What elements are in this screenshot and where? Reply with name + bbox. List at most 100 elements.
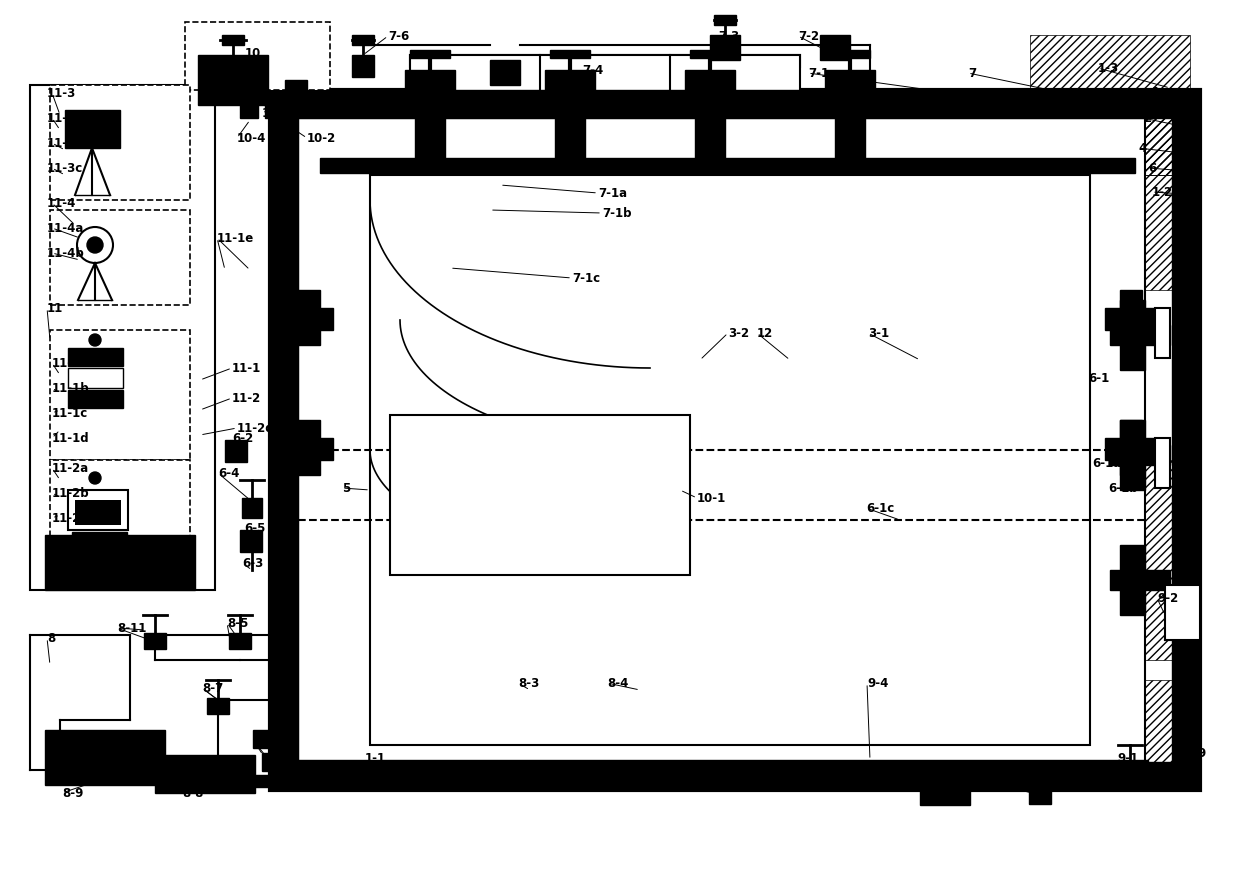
- Text: 9-1: 9-1: [1118, 752, 1139, 764]
- Bar: [690, 50, 730, 58]
- Bar: [914, 760, 929, 770]
- Bar: [695, 760, 709, 770]
- Text: 11-4b: 11-4b: [47, 246, 84, 260]
- Bar: [335, 760, 349, 770]
- Bar: [955, 760, 969, 770]
- Text: 6-1: 6-1: [1088, 372, 1109, 384]
- Circle shape: [89, 334, 102, 346]
- Bar: [45, 730, 165, 785]
- Bar: [270, 762, 1201, 790]
- Bar: [830, 50, 870, 58]
- Bar: [299, 118, 1145, 762]
- Text: 6-6: 6-6: [57, 537, 78, 549]
- Text: 11-3c: 11-3c: [47, 161, 83, 175]
- Text: 1: 1: [1152, 85, 1160, 99]
- Bar: [299, 760, 1149, 778]
- Text: 7-1c: 7-1c: [572, 271, 600, 285]
- Bar: [714, 15, 736, 25]
- Bar: [68, 348, 123, 366]
- Bar: [1172, 90, 1201, 790]
- Bar: [835, 90, 865, 160]
- Text: 11-1c: 11-1c: [52, 407, 88, 419]
- Text: 11-1a: 11-1a: [52, 357, 89, 369]
- Bar: [225, 440, 247, 462]
- Bar: [715, 760, 729, 770]
- Bar: [1030, 788, 1051, 804]
- Text: 3-2: 3-2: [729, 326, 750, 340]
- Bar: [1119, 763, 1141, 779]
- Bar: [550, 50, 590, 58]
- Bar: [1110, 570, 1170, 590]
- Bar: [875, 760, 890, 770]
- Text: 6-1a: 6-1a: [1092, 456, 1121, 470]
- Bar: [615, 760, 629, 770]
- Bar: [240, 100, 258, 118]
- Text: 11-3b: 11-3b: [47, 136, 84, 150]
- Text: 11-4a: 11-4a: [47, 221, 84, 235]
- Bar: [198, 55, 268, 105]
- Text: 12: 12: [757, 326, 773, 340]
- Bar: [675, 760, 689, 770]
- Bar: [410, 55, 800, 100]
- Text: 9: 9: [1197, 746, 1206, 760]
- Text: 6-2: 6-2: [232, 432, 253, 444]
- Bar: [265, 100, 282, 118]
- Text: 6-1b: 6-1b: [1108, 481, 1137, 495]
- Text: 11-1b: 11-1b: [52, 382, 89, 394]
- Bar: [776, 760, 789, 770]
- Bar: [795, 760, 809, 770]
- Text: 11-2b: 11-2b: [52, 487, 89, 499]
- Bar: [185, 22, 330, 90]
- Bar: [636, 760, 649, 770]
- Bar: [535, 760, 549, 770]
- Text: 6-3: 6-3: [242, 556, 263, 570]
- Text: 8-9: 8-9: [62, 787, 83, 799]
- Bar: [50, 210, 190, 305]
- Bar: [82, 552, 116, 562]
- Bar: [575, 760, 589, 770]
- Text: 11-2a: 11-2a: [52, 461, 89, 475]
- Text: 6-5: 6-5: [244, 521, 265, 535]
- Bar: [261, 753, 280, 771]
- Bar: [1105, 308, 1160, 330]
- Text: 8-5: 8-5: [227, 616, 248, 630]
- Bar: [1075, 760, 1089, 770]
- Bar: [835, 760, 849, 770]
- Bar: [1110, 445, 1170, 465]
- Text: 7-2: 7-2: [798, 30, 819, 42]
- Circle shape: [87, 237, 103, 253]
- Text: 5: 5: [342, 481, 351, 495]
- Text: 9-3: 9-3: [1012, 781, 1033, 795]
- Bar: [1135, 760, 1149, 770]
- Bar: [390, 415, 690, 575]
- Bar: [496, 760, 509, 770]
- Bar: [1145, 460, 1201, 660]
- Bar: [815, 760, 829, 770]
- Bar: [229, 633, 252, 649]
- Text: 11-3: 11-3: [47, 87, 77, 99]
- Text: 10-4: 10-4: [237, 132, 266, 144]
- Bar: [1035, 760, 1049, 770]
- Bar: [515, 760, 529, 770]
- Text: 9-5: 9-5: [917, 781, 938, 795]
- Bar: [1120, 300, 1145, 370]
- Text: 8-10: 8-10: [255, 737, 285, 749]
- Text: 10: 10: [245, 47, 261, 59]
- Text: 7: 7: [968, 66, 976, 80]
- Text: 11: 11: [47, 301, 63, 314]
- Bar: [270, 90, 1201, 790]
- Bar: [415, 760, 429, 770]
- Bar: [595, 760, 610, 770]
- Bar: [1110, 325, 1170, 345]
- Bar: [50, 330, 190, 460]
- Bar: [555, 760, 569, 770]
- Bar: [285, 80, 307, 102]
- Bar: [1145, 680, 1201, 790]
- Bar: [352, 55, 374, 77]
- Text: 1-2: 1-2: [1152, 185, 1173, 199]
- Bar: [1030, 90, 1201, 175]
- Bar: [299, 290, 320, 345]
- Text: 10-3: 10-3: [261, 107, 291, 119]
- Bar: [76, 500, 121, 525]
- Bar: [475, 760, 489, 770]
